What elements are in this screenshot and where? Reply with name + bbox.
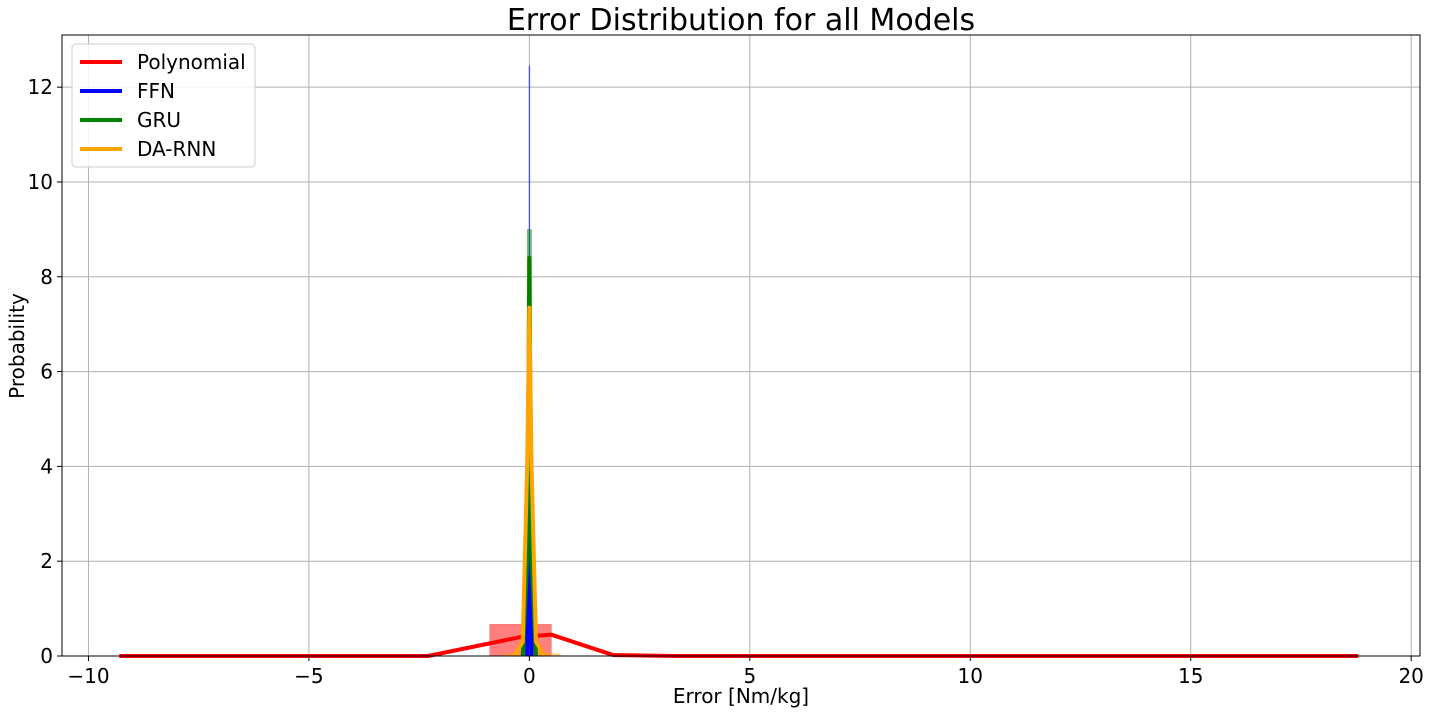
y-tick-label: 4	[40, 454, 53, 478]
x-tick-label: −10	[67, 664, 109, 688]
x-axis-title: Error [Nm/kg]	[673, 684, 809, 708]
x-tick-label: −5	[294, 664, 323, 688]
x-tick-label: 5	[743, 664, 756, 688]
density-lines	[119, 255, 1359, 658]
y-axis-title: Probability	[5, 293, 29, 399]
plot-frame	[61, 34, 1421, 657]
series-line-polynomial	[119, 632, 1359, 658]
legend-label-polynomial: Polynomial	[137, 50, 246, 74]
x-axis: −10 −5 0 5 10 15 20	[67, 656, 1424, 688]
grid	[62, 35, 1420, 657]
chart-title: Error Distribution for all Models	[507, 3, 975, 38]
x-tick-label: 15	[1178, 664, 1203, 688]
x-tick-label: 0	[523, 664, 536, 688]
legend-label-gru: GRU	[137, 108, 181, 132]
y-tick-label: 10	[28, 170, 53, 194]
x-tick-label: 10	[958, 664, 983, 688]
series-line-da-rnn	[512, 305, 547, 658]
y-tick-label: 12	[28, 75, 53, 99]
x-tick-label: 20	[1398, 664, 1423, 688]
legend: Polynomial FFN GRU DA-RNN	[71, 43, 256, 168]
y-tick-label: 2	[40, 549, 53, 573]
y-tick-label: 8	[40, 265, 53, 289]
y-tick-label: 0	[40, 644, 53, 668]
y-tick-label: 6	[40, 360, 53, 384]
legend-label-da-rnn: DA-RNN	[137, 137, 216, 161]
y-axis: 0 2 4 6 8 10 12	[28, 75, 62, 668]
legend-label-ffn: FFN	[137, 79, 175, 103]
legend-box	[71, 43, 256, 168]
